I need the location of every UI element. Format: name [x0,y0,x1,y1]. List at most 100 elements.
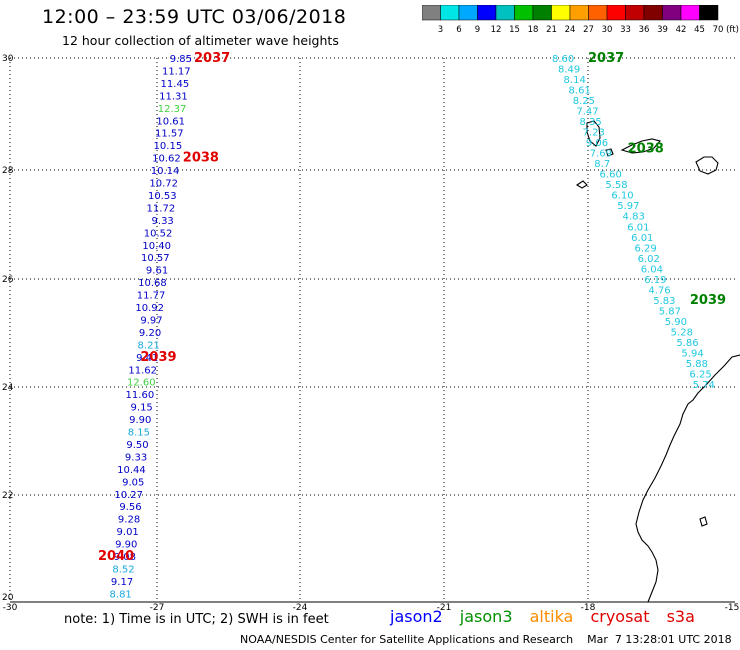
wave-height-label: 9.05 [122,477,144,488]
wave-height-label: 8.49 [558,65,580,76]
wave-height-label: 4.83 [623,212,645,223]
wave-height-label: 6.10 [611,191,633,202]
wave-height-label: 8.60 [552,54,574,65]
color-scale-legend: 3 6 9 12 15 18 21 24 27 30 33 36 39 42 45 70 (ft) [422,5,739,35]
colorbar-label: 39 [657,25,668,35]
wave-height-label: 9.97 [140,315,162,326]
wave-height-label: 11.45 [161,79,190,90]
wave-height-label: 9.85 [170,54,192,65]
legend-jason3: jason3 [459,607,513,626]
wave-height-label: 12.60 [127,378,156,389]
wave-height-label: 9.06 [586,138,608,149]
colorbar-label: 42 [676,25,687,35]
wave-height-label: 10.72 [149,179,178,190]
wave-height-label: 7.23 [583,128,605,139]
colorbar-label: 70 [713,25,724,35]
wave-height-label: 9.17 [111,577,133,588]
wave-height-label: 10.52 [144,228,173,239]
wave-height-label: 10.92 [135,303,164,314]
west-time-label: 2038 [183,151,219,166]
wave-height-label: 8.7 [594,159,610,170]
coastline [575,120,740,603]
la-gomera-island [605,148,614,157]
wave-height-label: 11.57 [155,129,184,140]
wave-height-label: 7.69 [590,149,612,160]
wave-height-label: 9.33 [125,452,147,463]
wave-height-label: 7.47 [576,107,598,118]
legend-jason2: jason2 [390,607,443,626]
grid-lines [9,57,735,603]
lat-label: 26 [2,275,14,285]
wave-height-label: 10.61 [156,116,185,127]
altimeter-map: 30 28 26 24 22 20 -30 -27 -24 -21 -18 -1… [2,51,740,612]
wave-height-label: 10.27 [114,490,143,501]
wave-height-label: 11.77 [137,291,166,302]
lat-label: 22 [2,491,13,501]
wave-height-label: 6.29 [635,243,657,254]
colorbar-label: 12 [491,25,502,35]
colorbar-label: 30 [602,25,613,35]
el-hierro-island [575,180,588,189]
wave-height-label: 6.19 [644,275,666,286]
lat-label: 20 [2,593,14,603]
lat-label: 30 [2,54,14,64]
wave-height-label: 12.37 [158,104,187,115]
wave-height-label: 10.40 [142,241,171,252]
lon-axis-labels: -30 -27 -24 -21 -18 -15 [3,603,740,612]
west-time-label: 2037 [194,51,230,66]
colorbar-label: 45 [694,25,705,35]
wave-height-label: 5.86 [676,338,698,349]
credit-line: NOAA/NESDIS Center for Satellite Applica… [240,633,732,646]
west-time-label: 2039 [140,350,176,365]
wave-height-label: 4.76 [648,285,670,296]
east-track-time-labels: 2037 2038 2039 [588,51,726,308]
wave-height-label: 5.87 [659,306,681,317]
wave-height-label: 10.68 [138,278,167,289]
wave-height-label: 9.08 [114,552,136,563]
wave-height-label: 8.14 [564,75,586,86]
lat-label: 24 [2,383,14,393]
footer-note: note: 1) Time is in UTC; 2) SWH is in fe… [64,612,329,627]
wave-height-label: 9.20 [139,328,161,339]
wave-height-label: 9.90 [129,415,151,426]
east-time-label: 2038 [628,142,664,157]
wave-height-label: 5.58 [605,180,627,191]
colorbar-label: 6 [456,25,461,35]
west-time-label: 2040 [98,549,134,564]
wave-height-label: 8.52 [112,564,134,575]
colorbar-label: 24 [565,25,576,35]
colorbar-label: 33 [620,25,631,35]
lat-axis-labels: 30 28 26 24 22 20 [2,54,14,603]
wave-height-label: 6.60 [600,170,622,181]
wave-height-label: 6.01 [631,233,653,244]
colorbar-swatch [699,5,719,21]
colorbar-label: 15 [509,25,520,35]
lon-label: -21 [437,603,452,612]
colorbar-label: 21 [546,25,557,35]
west-track-time-labels: 2037 2038 2039 2040 [98,51,230,564]
east-time-label: 2037 [588,51,624,66]
wave-height-label: 9.56 [119,502,141,513]
colorbar-label: (ft) [726,25,739,35]
wave-height-label: 10.57 [141,253,170,264]
wave-height-label: 10.62 [152,154,181,165]
wave-height-label: 8.21 [138,340,160,351]
wave-height-label: 10.44 [117,465,146,476]
wave-height-label: 11.62 [128,365,157,376]
colorbar-label: 9 [475,25,480,35]
wave-height-label: 9.50 [126,440,148,451]
wave-height-label: 8.15 [128,428,150,439]
la-palma-island [586,120,601,147]
colorbar-label: 27 [583,25,594,35]
wave-height-label: 5.90 [665,317,687,328]
wave-height-label: 8.25 [573,96,595,107]
legend-s3a: s3a [666,607,695,626]
wave-height-label: 5.88 [686,359,708,370]
wave-height-label: 9.15 [131,403,153,414]
wave-height-label: 6.02 [638,254,660,265]
wave-height-label: 10.14 [151,166,180,177]
wave-height-label: 9.28 [118,515,140,526]
wave-height-label: 10.15 [154,141,183,152]
wave-height-label: 5.83 [653,296,675,307]
wave-height-label: 6.25 [689,369,711,380]
